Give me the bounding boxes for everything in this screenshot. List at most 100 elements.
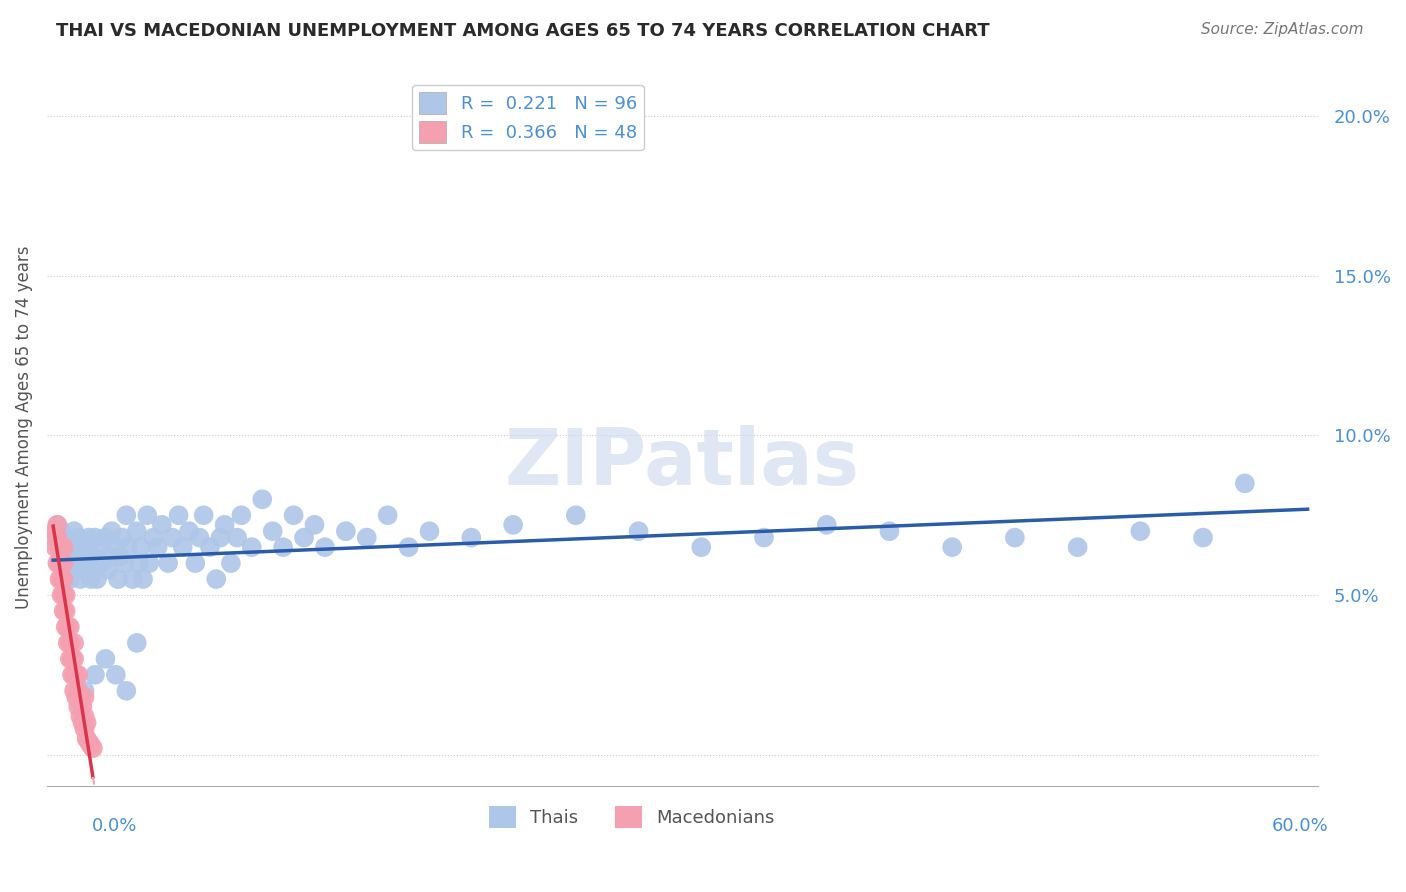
- Point: [52, 588, 75, 602]
- Point: [51, 588, 73, 602]
- Point: [52, 572, 75, 586]
- Point: [73, 709, 96, 723]
- Point: [292, 531, 315, 545]
- Point: [80, 572, 103, 586]
- Point: [67, 699, 90, 714]
- Point: [304, 517, 326, 532]
- Point: [690, 540, 713, 554]
- Point: [56, 636, 79, 650]
- Point: [80, 738, 103, 752]
- Point: [188, 531, 211, 545]
- Point: [52, 540, 75, 554]
- Point: [52, 556, 75, 570]
- Point: [96, 562, 118, 576]
- Point: [59, 652, 82, 666]
- Point: [55, 562, 77, 576]
- Point: [44, 531, 66, 545]
- Point: [226, 531, 249, 545]
- Point: [65, 690, 87, 705]
- Point: [162, 531, 184, 545]
- Point: [86, 572, 108, 586]
- Point: [67, 667, 90, 681]
- Point: [398, 540, 420, 554]
- Point: [104, 540, 127, 554]
- Point: [51, 540, 73, 554]
- Point: [63, 652, 86, 666]
- Point: [84, 667, 107, 681]
- Point: [262, 524, 284, 539]
- Point: [314, 540, 336, 554]
- Point: [271, 540, 294, 554]
- Point: [60, 652, 83, 666]
- Point: [73, 690, 96, 705]
- Point: [46, 556, 69, 570]
- Point: [752, 531, 775, 545]
- Point: [115, 508, 138, 523]
- Point: [69, 572, 91, 586]
- Point: [125, 636, 148, 650]
- Point: [48, 540, 70, 554]
- Point: [335, 524, 357, 539]
- Point: [46, 517, 69, 532]
- Point: [107, 572, 129, 586]
- Point: [209, 531, 232, 545]
- Point: [111, 531, 134, 545]
- Point: [172, 540, 194, 554]
- Point: [48, 540, 70, 554]
- Point: [115, 683, 138, 698]
- Point: [48, 556, 70, 570]
- Point: [59, 572, 82, 586]
- Point: [76, 731, 98, 746]
- Point: [100, 524, 122, 539]
- Legend: Thais, Macedonians: Thais, Macedonians: [482, 798, 782, 835]
- Point: [72, 699, 94, 714]
- Point: [82, 741, 104, 756]
- Point: [167, 508, 190, 523]
- Point: [879, 524, 901, 539]
- Point: [1129, 524, 1152, 539]
- Point: [125, 524, 148, 539]
- Point: [73, 562, 96, 576]
- Point: [63, 636, 86, 650]
- Point: [48, 572, 70, 586]
- Point: [55, 588, 77, 602]
- Point: [283, 508, 305, 523]
- Point: [815, 517, 838, 532]
- Point: [63, 524, 86, 539]
- Point: [121, 572, 143, 586]
- Point: [65, 556, 87, 570]
- Point: [55, 620, 77, 634]
- Point: [56, 540, 79, 554]
- Point: [94, 652, 117, 666]
- Point: [63, 540, 86, 554]
- Point: [94, 531, 117, 545]
- Point: [98, 549, 121, 564]
- Point: [1192, 531, 1215, 545]
- Point: [129, 540, 152, 554]
- Point: [128, 556, 150, 570]
- Point: [157, 556, 180, 570]
- Point: [1066, 540, 1088, 554]
- Point: [502, 517, 524, 532]
- Text: Source: ZipAtlas.com: Source: ZipAtlas.com: [1201, 22, 1364, 37]
- Point: [108, 549, 131, 564]
- Point: [51, 556, 73, 570]
- Point: [198, 540, 221, 554]
- Point: [51, 572, 73, 586]
- Text: 60.0%: 60.0%: [1272, 817, 1329, 835]
- Point: [67, 683, 90, 698]
- Point: [214, 517, 236, 532]
- Point: [177, 524, 200, 539]
- Point: [82, 549, 104, 564]
- Point: [627, 524, 650, 539]
- Point: [52, 549, 75, 564]
- Point: [460, 531, 482, 545]
- Point: [565, 508, 588, 523]
- Point: [52, 531, 75, 545]
- Y-axis label: Unemployment Among Ages 65 to 74 years: Unemployment Among Ages 65 to 74 years: [15, 246, 32, 609]
- Point: [219, 556, 242, 570]
- Point: [377, 508, 399, 523]
- Point: [104, 667, 127, 681]
- Point: [51, 524, 73, 539]
- Text: THAI VS MACEDONIAN UNEMPLOYMENT AMONG AGES 65 TO 74 YEARS CORRELATION CHART: THAI VS MACEDONIAN UNEMPLOYMENT AMONG AG…: [56, 22, 990, 40]
